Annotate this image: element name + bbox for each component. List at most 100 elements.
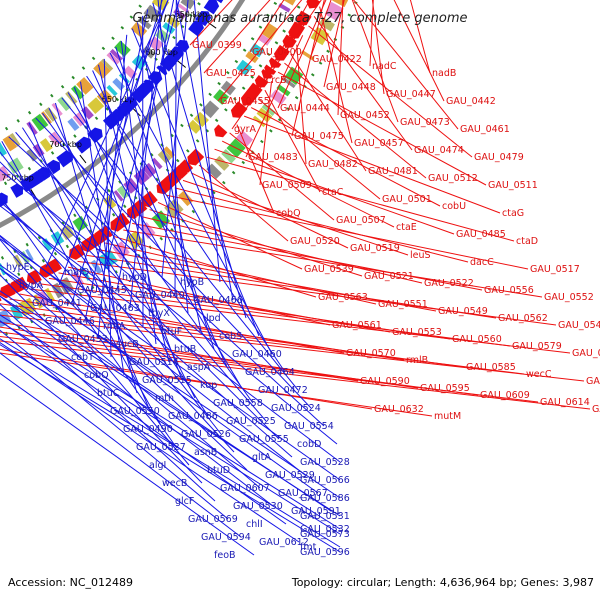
leader-rev-6 [174,0,177,296]
gene-label-fwd-22: GAU_0481 [368,166,418,177]
gene-label-rev-39: cobD [297,439,321,450]
leader-fwd-6 [263,0,311,81]
gene-label-rev-22: aspA [187,362,211,373]
gene-label-fwd-64: GAU_0615 [592,404,600,415]
ring-3-feature-21 [203,0,220,15]
ring-0-feature-23 [284,66,304,85]
gene-label-rev-37: GAU_0526 [181,429,231,440]
gene-label-fwd-40: GAU_0539 [304,264,354,275]
gene-label-rev-3: hypB [180,277,204,288]
gene-label-rev-24: cobQ [84,370,109,381]
tick-label-3: 600 kbp [145,48,178,57]
gene-label-fwd-58: wecC [526,369,552,380]
ring-4-feature-36 [112,77,125,91]
ring-5-feature-29 [93,61,111,79]
leader-fwd-2 [309,0,332,60]
ring-3-feature-44 [10,183,24,198]
ring-3-feature-39 [46,159,61,175]
gene-label-fwd-38: dacC [470,257,494,268]
gene-label-rev-64: feoB [214,550,236,561]
leader-rev-7 [175,0,234,301]
leader-fwd-43 [132,222,483,291]
ring-2-feature-24 [236,59,253,76]
gene-label-fwd-56: rmlB [406,355,428,366]
gene-label-rev-8: GAU_0441 [32,298,82,309]
gene-label-rev-18: btuB [174,344,196,355]
gene-label-rev-50: GAU_0567 [278,488,328,499]
ring-3-feature-40 [37,166,51,181]
gene-label-rev-45: btuD [207,465,230,476]
tick-label-4: 650 kbp [102,95,135,104]
leader-rev-53 [0,295,274,507]
leader-rev-57 [0,320,287,525]
gene-label-fwd-24: GAU_0511 [488,180,538,191]
leader-rev-16 [97,34,128,340]
ring-1-feature-47 [45,258,62,275]
gene-label-fwd-18: GAU_0474 [414,145,464,156]
gene-label-rev-12: GAU_0446 [45,316,95,327]
ring-1-feature-45 [81,237,96,253]
gene-label-rev-43: GAU_0528 [300,457,350,468]
ring-5-feature-39 [9,132,21,147]
leader-rev-18 [115,46,215,350]
gene-label-rev-4: hypA [19,280,44,291]
ring-1-feature-31 [214,124,228,138]
leader-fwd-4 [409,0,431,74]
topology-text: Topology: circular; Length: 4,636,964 bp… [291,576,594,589]
leader-fwd-45 [114,236,317,298]
gene-label-fwd-12: GAU_0452 [340,110,390,121]
ring-1-feature-30 [230,101,248,118]
ring-0-feature-28 [256,107,273,123]
gene-label-fwd-66: mutM [434,411,461,422]
gene-label-rev-9: GAU_0463 [90,303,140,314]
gene-label-rev-17: sucB [116,339,139,350]
ring-1-feature-29 [240,88,258,106]
gene-label-fwd-42: GAU_0522 [424,278,474,289]
gene-label-fwd-11: GAU_0444 [280,103,330,114]
leader-fwd-58 [0,309,525,375]
leader-rev-14 [136,22,202,332]
gene-label-fwd-31: GAU_0507 [336,215,386,226]
leader-rev-3 [193,0,221,283]
gene-label-rev-46: GAU_0529 [265,470,315,481]
gene-label-rev-28: btuC [97,388,120,399]
ring-1-feature-41 [110,218,122,232]
leader-fwd-41 [149,209,363,277]
tick-mark-5 [79,154,87,164]
ring-2-feature-39 [72,215,89,232]
gene-label-fwd-39: GAU_0517 [530,264,580,275]
ring-5-feature-38 [26,121,38,136]
gene-label-fwd-2: GAU_0422 [312,54,362,65]
ring-2-feature-35 [123,178,139,194]
leader-rev-58 [0,314,341,530]
gene-label-rev-15: cobS [219,331,242,342]
gene-label-fwd-30: cobQ [276,208,301,219]
tick-label-2: 550 kbp [175,10,208,19]
gene-label-rev-16: GAU_0453 [58,334,108,345]
ring-2-feature-37 [113,190,124,202]
ring-4-feature-37 [106,84,118,97]
ring-1-feature-52 [0,297,2,302]
gene-label-fwd-51: GAU_0553 [392,327,442,338]
leader-fwd-50 [67,266,331,326]
dotted-ring-0 [0,0,359,339]
gene-label-fwd-5: GAU_0425 [206,68,256,79]
gene-label-fwd-8: GAU_0447 [386,89,436,100]
ring-4-feature-31 [147,36,164,52]
leader-rev-55 [0,295,341,517]
gene-label-fwd-28: cobU [442,201,466,212]
gene-label-rev-21: GAU_0514 [129,357,179,368]
ring-2-feature-32 [151,157,163,170]
gene-label-fwd-60: GAU_0590 [360,376,410,387]
ring-3-feature-37 [74,136,92,154]
gene-label-fwd-45: GAU_0563 [318,292,368,303]
gene-label-rev-0: hypE [6,262,30,273]
gene-label-rev-32: GAU_0550 [110,406,160,417]
leader-fwd-11 [277,0,327,109]
leader-fwd-9 [393,0,445,102]
gene-label-fwd-33: GAU_0485 [456,229,506,240]
gene-label-fwd-43: GAU_0556 [484,285,534,296]
leader-rev-44 [0,238,190,466]
ring-2-feature-23 [245,51,259,64]
